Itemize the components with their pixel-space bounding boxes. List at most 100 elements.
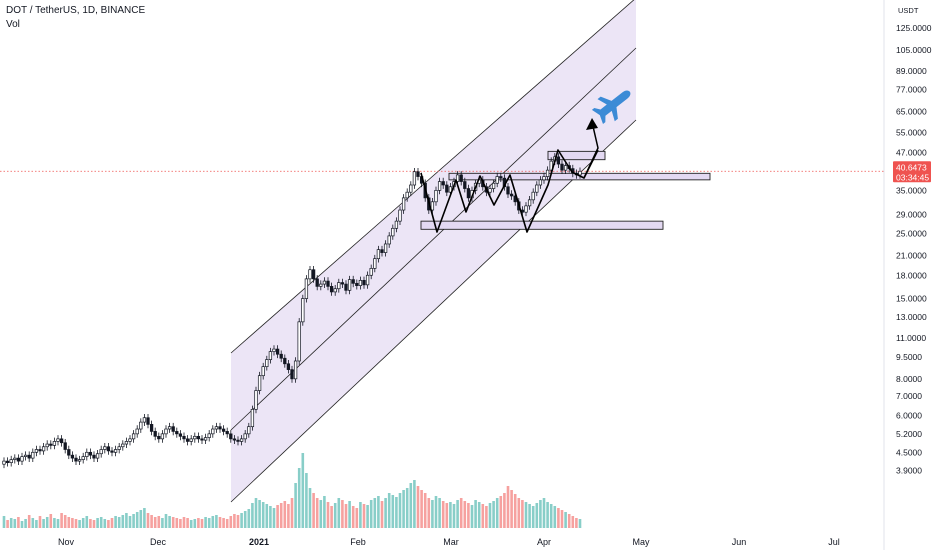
volume-bar — [546, 502, 549, 528]
candle-body — [326, 280, 330, 287]
last-price-label: 40.6473 — [896, 162, 927, 172]
candle-body — [52, 441, 57, 446]
price-tick-label: 8.0000 — [896, 374, 922, 384]
volume-bar — [161, 518, 164, 528]
candle-body — [463, 181, 467, 189]
candle-body — [196, 435, 201, 440]
volume-bar — [578, 519, 582, 528]
candle-body — [275, 348, 280, 355]
volume-bar — [143, 508, 146, 528]
volume-bar — [31, 518, 35, 528]
candle-body — [214, 426, 219, 430]
volume-bar — [517, 498, 521, 528]
candle-body — [257, 375, 262, 391]
candle-body — [5, 460, 10, 463]
candle-body — [412, 171, 417, 186]
candle-body — [59, 438, 64, 444]
volume-bar — [283, 501, 287, 528]
candle-body — [455, 174, 460, 182]
breakout-arrow[interactable] — [583, 118, 599, 179]
price-tick-label: 7.0000 — [896, 391, 922, 401]
candle-body — [297, 321, 301, 362]
volume-bar — [319, 500, 323, 528]
currency-label: USDT — [898, 6, 919, 15]
candle-body — [563, 165, 568, 171]
candle-body — [265, 359, 269, 368]
candle-body — [290, 369, 294, 380]
volume-bar — [27, 515, 31, 528]
volume-bar — [495, 498, 499, 528]
volume-bar — [387, 493, 391, 528]
channel-fill — [231, 0, 636, 502]
candle-body — [20, 456, 24, 462]
volume-bar — [380, 501, 384, 528]
candle-body — [441, 181, 445, 186]
volume-indicator-label: Vol — [6, 19, 20, 30]
channel-lower-line — [230, 119, 637, 503]
volume-bar — [125, 513, 128, 528]
candle-body — [236, 439, 240, 442]
volume-bar — [341, 500, 344, 528]
volume-bar — [110, 518, 114, 528]
volume-bar — [485, 506, 488, 528]
candle-body — [56, 438, 60, 442]
volume-bar — [355, 508, 359, 528]
time-axis[interactable]: Nov Dec 2021 Feb Mar Apr May Jun Jul — [58, 537, 840, 547]
volume-bar — [135, 512, 139, 528]
volume-bar — [535, 503, 539, 528]
volume-bar — [409, 483, 413, 528]
volume-bar — [503, 493, 506, 528]
price-tick-label: 89.0000 — [896, 66, 927, 76]
volume-bar — [189, 520, 193, 528]
volume-bar — [215, 515, 218, 528]
candle-body — [189, 438, 193, 442]
volume-bar — [6, 520, 9, 528]
ascending-channel[interactable] — [230, 0, 637, 503]
volume-bar — [359, 502, 362, 528]
volume-bar — [157, 516, 161, 528]
candle-body — [268, 351, 273, 360]
volume-bar — [463, 501, 467, 528]
candle-body — [121, 443, 125, 448]
price-tick-label: 13.0000 — [896, 312, 927, 322]
candle-body — [31, 451, 35, 459]
volume-bar — [251, 503, 254, 528]
candle-body — [556, 156, 561, 165]
price-tick-label: 125.0000 — [896, 23, 932, 33]
price-tick-label: 4.5000 — [896, 447, 922, 457]
support-zone — [420, 220, 664, 230]
candle-body — [92, 454, 96, 459]
volume-bar — [128, 516, 132, 528]
candle-body — [355, 282, 359, 286]
volume-bar — [13, 519, 17, 528]
volume-bar — [431, 500, 434, 528]
volume-bar — [315, 498, 319, 528]
volume-bar — [398, 493, 402, 528]
candle-body — [337, 282, 341, 290]
candle-body — [347, 279, 352, 291]
volume-bar — [333, 503, 337, 528]
volume-bar — [449, 502, 452, 528]
symbol-title: DOT / TetherUS, 1D, BINANCE — [6, 5, 146, 16]
candle-body — [77, 459, 82, 462]
price-tick-label: 11.0000 — [896, 333, 926, 343]
candle-body — [362, 279, 366, 286]
candle-body — [207, 433, 211, 438]
volume-bar — [179, 519, 182, 528]
time-tick-label: Nov — [58, 537, 75, 547]
candle-body — [383, 243, 388, 253]
time-tick-label: Jun — [732, 537, 747, 547]
volume-bar — [413, 480, 416, 528]
candle-body — [261, 366, 265, 377]
volume-bar — [164, 514, 168, 528]
volume-bar — [265, 504, 269, 528]
volume-bar — [549, 504, 553, 528]
volume-bar — [362, 504, 366, 528]
pattern-drawing[interactable] — [420, 149, 599, 233]
price-axis[interactable]: 125.0000 105.0000 89.0000 77.0000 65.0000 55.… — [893, 6, 932, 476]
candle-body — [542, 176, 546, 181]
candle-body — [315, 278, 319, 287]
candle-body — [16, 457, 21, 462]
